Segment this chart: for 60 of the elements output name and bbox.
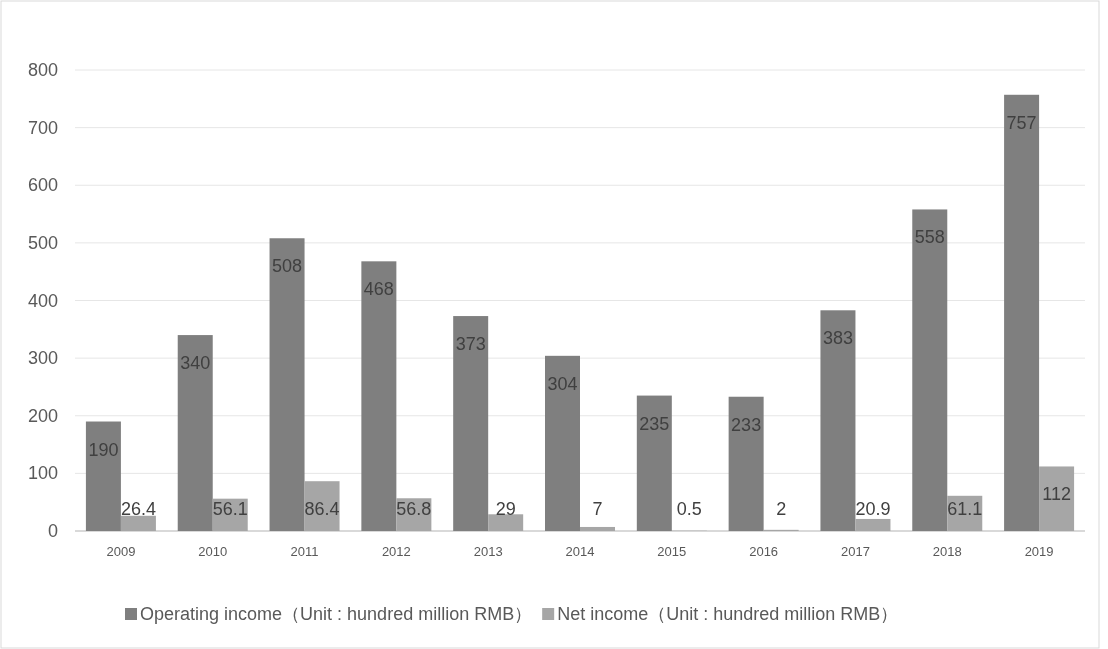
data-label: 20.9 <box>855 499 891 519</box>
y-tick-label: 0 <box>47 521 58 541</box>
data-label: 373 <box>455 334 486 355</box>
data-label: 304 <box>547 373 578 394</box>
bar <box>728 396 764 531</box>
data-label: 0.5 <box>676 499 702 519</box>
bar <box>177 335 213 531</box>
y-tick-label: 400 <box>27 290 58 311</box>
data-label: 26.4 <box>120 499 156 519</box>
data-label: 558 <box>914 227 945 248</box>
legend-label: Net income（Unit : hundred million RMB） <box>557 604 899 624</box>
x-tick-label: 2011 <box>290 544 319 559</box>
data-label: 383 <box>822 328 853 349</box>
x-tick-label: 2012 <box>381 544 411 559</box>
data-label: 468 <box>363 279 394 300</box>
data-label: 29 <box>495 499 516 519</box>
legend-label: Operating income（Unit : hundred million RMB） <box>140 604 533 624</box>
y-tick-label: 600 <box>27 175 58 196</box>
data-label: 86.4 <box>304 499 340 519</box>
y-tick-label: 200 <box>27 405 58 426</box>
x-tick-label: 2018 <box>932 544 962 559</box>
data-label: 61.1 <box>947 499 983 519</box>
x-tick-label: 2016 <box>749 544 779 559</box>
bar <box>636 395 672 531</box>
bar <box>488 514 524 531</box>
bar <box>912 209 948 531</box>
data-label: 112 <box>1042 484 1071 505</box>
bar <box>1039 466 1075 531</box>
data-label: 508 <box>272 256 303 277</box>
bar <box>269 238 305 531</box>
data-label: 757 <box>1006 112 1037 133</box>
bar <box>361 261 397 531</box>
bar <box>855 518 891 531</box>
x-tick-label: 2015 <box>657 544 687 559</box>
y-tick-label: 300 <box>27 348 58 369</box>
bar <box>545 355 580 531</box>
bar <box>453 316 489 531</box>
data-label: 56.1 <box>212 499 248 519</box>
x-tick-label: 2017 <box>840 544 870 559</box>
y-tick-label: 700 <box>27 117 58 138</box>
y-tick-label: 100 <box>27 463 58 484</box>
bar <box>85 421 121 531</box>
x-tick-label: 2014 <box>565 544 595 559</box>
y-tick-label: 500 <box>27 232 58 253</box>
x-tick-label: 2013 <box>473 544 503 559</box>
x-tick-label: 2009 <box>106 544 136 559</box>
x-tick-label: 2019 <box>1024 544 1054 559</box>
bar <box>580 526 615 531</box>
data-label: 7 <box>592 499 603 519</box>
data-label: 340 <box>180 353 211 374</box>
bar <box>820 310 856 531</box>
data-label: 190 <box>88 439 119 460</box>
y-tick-label: 800 <box>27 60 58 80</box>
data-label: 235 <box>639 413 670 434</box>
data-label: 56.8 <box>396 499 432 519</box>
bar <box>1004 94 1040 531</box>
data-label: 2 <box>776 499 787 519</box>
x-tick-label: 2010 <box>198 544 228 559</box>
bar <box>120 515 156 531</box>
data-label: 233 <box>731 414 762 435</box>
